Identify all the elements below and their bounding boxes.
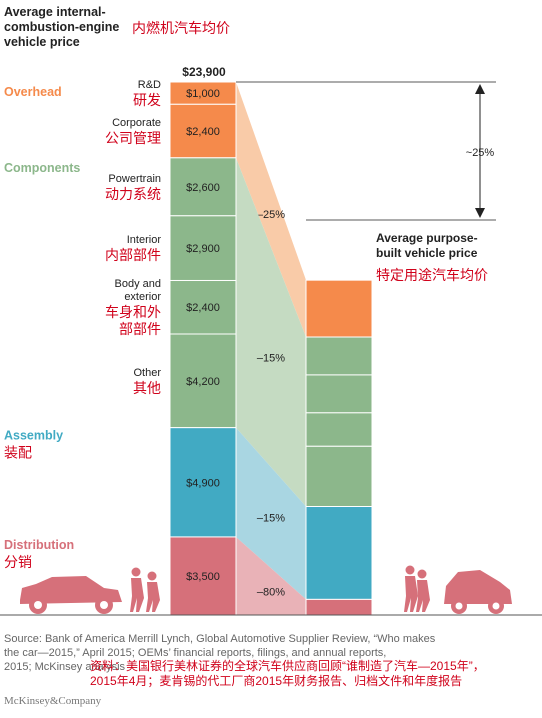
ice-value-label: $4,900 xyxy=(186,477,220,489)
ice-segment-corporate xyxy=(169,103,237,159)
ice-value-label: $4,200 xyxy=(186,376,220,388)
item-label-zh: 研发 xyxy=(133,92,161,108)
item-label-zh: 动力系统 xyxy=(105,186,161,202)
item-label-zh: 公司管理 xyxy=(105,130,161,146)
purpose-built-title-en: Average purpose-built vehicle price xyxy=(376,231,478,260)
purpose-built-segment-components xyxy=(305,374,373,414)
item-label-zh: 其他 xyxy=(133,380,161,396)
overall-reduction-label: ~25% xyxy=(466,147,495,159)
category-labels: Overhead Components Assembly 装配 Distribution… xyxy=(4,79,161,570)
reduction-flow-components xyxy=(236,157,306,507)
purpose-built-segment-assembly xyxy=(305,506,373,600)
reduction-label-assembly: –15% xyxy=(257,513,285,525)
item-label-en: R&D xyxy=(138,79,161,91)
ice-segment-powertrain xyxy=(169,157,237,217)
item-label-zh: 车身和外部部件 xyxy=(105,304,161,337)
reduction-flow-assembly xyxy=(236,427,306,600)
group-heading-distribution: Distribution xyxy=(4,538,74,552)
reduction-flow-overhead xyxy=(236,82,306,338)
group-heading-zh-distribution: 分销 xyxy=(4,554,32,570)
reduction-flows: –25% –15% –15% –80% xyxy=(236,82,306,615)
ice-segment-other xyxy=(169,333,237,429)
purpose-built-segment-distribution xyxy=(305,598,373,616)
overall-reduction-bracket: ~25% xyxy=(236,81,496,221)
purpose-built-segment-overhead xyxy=(305,279,373,338)
source-note: Source: Bank of America Merrill Lynch, G… xyxy=(4,633,485,688)
purpose-built-segment-components xyxy=(305,336,373,376)
total-label: $23,900 xyxy=(182,65,226,79)
svg-text:Source: Bank of America Merril: Source: Bank of America Merrill Lynch, G… xyxy=(4,633,436,673)
item-label-en: Interior xyxy=(127,234,162,246)
group-heading-assembly: Assembly xyxy=(4,429,63,443)
ice-segment-body-and-exterior xyxy=(169,279,237,335)
group-heading-zh-assembly: 装配 xyxy=(4,445,32,461)
item-label-zh: 内部部件 xyxy=(105,247,161,263)
reduction-label-distribution: –80% xyxy=(257,587,285,599)
ice-title-zh: 内燃机汽车均价 xyxy=(132,20,230,36)
brand-logo: McKinsey&Company xyxy=(4,695,102,707)
ice-price-bar: $1,000 $2,400 $2,600 $2,900 $2,400 $4,200 $4,9… xyxy=(169,81,237,616)
purpose-built-price-bar xyxy=(305,279,373,616)
reduction-flow-distribution xyxy=(236,536,306,615)
group-heading-components: Components xyxy=(4,161,80,175)
item-label-en: Body and exterior xyxy=(115,278,162,303)
ice-value-label: $3,500 xyxy=(186,571,220,583)
ice-value-label: $2,600 xyxy=(186,182,220,194)
ice-title-en: Average internal-combustion-engine vehicl… xyxy=(4,5,119,49)
purpose-built-title-zh: 特定用途汽车均价 xyxy=(376,267,488,283)
purpose-built-segment-components xyxy=(305,445,373,508)
item-label-en: Powertrain xyxy=(108,173,161,185)
ice-value-label: $2,400 xyxy=(186,126,220,138)
ice-value-label: $1,000 xyxy=(186,88,220,100)
svg-text:资料：美国银行美林证券的全球汽车供应商回顾“谁制造了汽车—2: 资料：美国银行美林证券的全球汽车供应商回顾“谁制造了汽车—2015年”， 2015… xyxy=(90,658,485,688)
group-heading-overhead: Overhead xyxy=(4,85,62,99)
reduction-label-components: –15% xyxy=(257,352,285,364)
car-and-shoppers-illustration-left xyxy=(20,567,160,614)
car-and-shoppers-illustration-right xyxy=(404,565,512,614)
item-label-en: Corporate xyxy=(112,117,161,129)
ice-value-label: $2,400 xyxy=(186,302,220,314)
item-label-en: Other xyxy=(133,367,161,379)
ice-value-label: $2,900 xyxy=(186,243,220,255)
ice-segment-interior xyxy=(169,215,237,281)
reduction-label-overhead: –25% xyxy=(257,209,285,221)
purpose-built-segment-components xyxy=(305,412,373,447)
